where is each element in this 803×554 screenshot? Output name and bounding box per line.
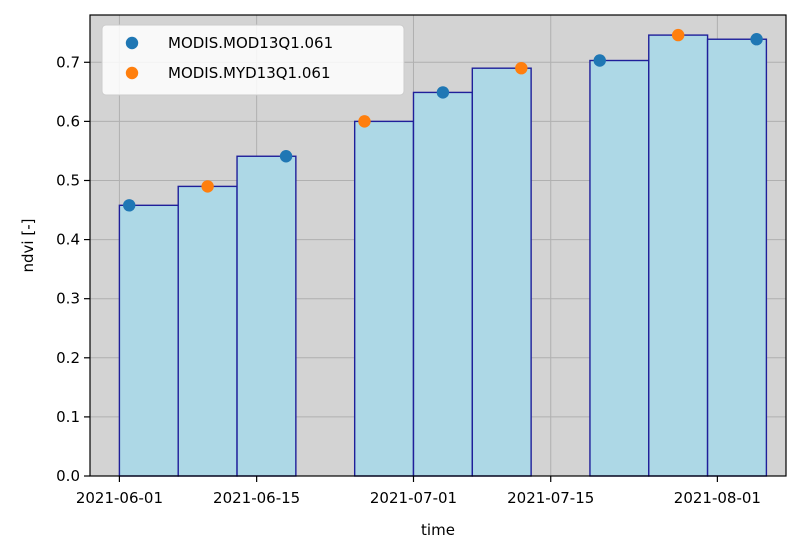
bar [648,34,709,477]
legend: MODIS.MOD13Q1.061 MODIS.MYD13Q1.061 [101,24,405,96]
bar [706,38,768,477]
data-point-series-1 [123,199,136,212]
y-tick-label: 0.5 [56,171,80,189]
x-tick-label: 2021-08-01 [674,489,761,507]
y-axis: 0.0 0.1 0.2 0.3 0.4 0.5 0.6 0.7 [56,53,90,485]
y-tick-label: 0.4 [56,231,80,249]
points-layer [123,28,763,212]
bar [177,185,238,477]
data-point-series-1 [593,54,606,67]
plot-frame [89,14,787,477]
x-axis-label: time [421,521,455,539]
data-point-series-2 [201,180,214,193]
legend-box [101,24,405,96]
data-point-series-1 [436,86,450,99]
bar [471,67,532,477]
bar [236,155,297,477]
bar [118,204,179,477]
y-axis-label: ndvi [-] [19,219,37,273]
data-point-series-2 [671,28,685,42]
bar [589,59,650,477]
y-tick-label: 0.1 [56,408,80,426]
y-tick-label: 0.7 [56,53,80,71]
y-tick-label: 0.6 [56,112,80,130]
legend-label: MODIS.MOD13Q1.061 [168,34,333,52]
legend-marker [125,36,139,50]
legend-marker [125,66,139,80]
x-tick-label: 2021-06-15 [213,489,300,507]
bar [412,91,474,477]
y-tick-label: 0.2 [56,349,80,367]
data-point-series-2 [515,61,528,75]
y-tick-label: 0.3 [56,290,80,308]
x-tick-label: 2021-07-01 [370,489,457,507]
data-point-series-2 [358,115,371,128]
bar [353,120,415,477]
data-point-series-1 [279,150,293,163]
bars-layer [118,34,768,477]
x-tick-label: 2021-06-01 [76,489,163,507]
y-tick-label: 0.0 [56,467,80,485]
x-axis: 2021-06-01 2021-06-15 2021-07-01 2021-07-15… [76,476,761,507]
legend-label: MODIS.MYD13Q1.061 [168,64,331,82]
x-tick-label: 2021-07-15 [507,489,594,507]
data-point-series-1 [750,33,763,46]
